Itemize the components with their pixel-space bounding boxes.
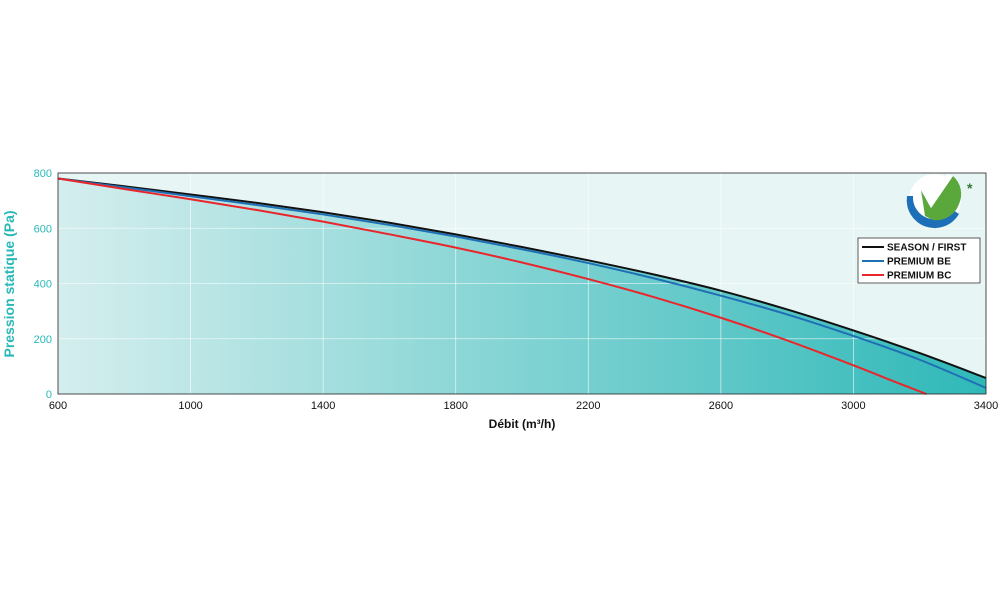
- y-tick-label: 200: [34, 334, 52, 346]
- plot-frame: [57, 172, 987, 395]
- series-lines: [57, 177, 987, 395]
- legend-label: SEASON / FIRST: [887, 243, 966, 254]
- grid: [58, 173, 986, 394]
- x-tick-label: 2600: [709, 400, 733, 412]
- legend: SEASON / FIRST PREMIUM BE PREMIUM BC: [857, 237, 981, 284]
- logo-asterisk: *: [967, 180, 973, 196]
- legend-label: PREMIUM BE: [887, 257, 951, 268]
- y-tick-label: 800: [34, 168, 52, 180]
- y-tick-label: 0: [46, 389, 52, 401]
- legend-label: PREMIUM BC: [887, 271, 951, 282]
- series-line: [57, 177, 987, 389]
- y-axis-ticks: 0 200 400 600 800: [34, 168, 52, 401]
- x-axis-ticks: 600 1000 1400 1800 2200 2600 3000 3400: [49, 400, 998, 412]
- y-tick-label: 600: [34, 223, 52, 235]
- x-tick-label: 3400: [974, 400, 998, 412]
- y-axis-title: Pression statique (Pa): [1, 210, 17, 357]
- x-tick-label: 600: [49, 400, 67, 412]
- x-tick-label: 2200: [576, 400, 600, 412]
- x-axis-title: Débit (m³/h): [489, 417, 556, 431]
- x-tick-label: 3000: [841, 400, 865, 412]
- x-tick-label: 1800: [443, 400, 467, 412]
- series-line: [57, 177, 987, 379]
- x-tick-label: 1400: [311, 400, 335, 412]
- area-fill: [58, 178, 986, 394]
- x-tick-label: 1000: [178, 400, 202, 412]
- plot-area: [57, 172, 987, 395]
- y-tick-label: 400: [34, 279, 52, 291]
- series-line: [57, 177, 927, 395]
- check-logo-icon: [906, 174, 962, 229]
